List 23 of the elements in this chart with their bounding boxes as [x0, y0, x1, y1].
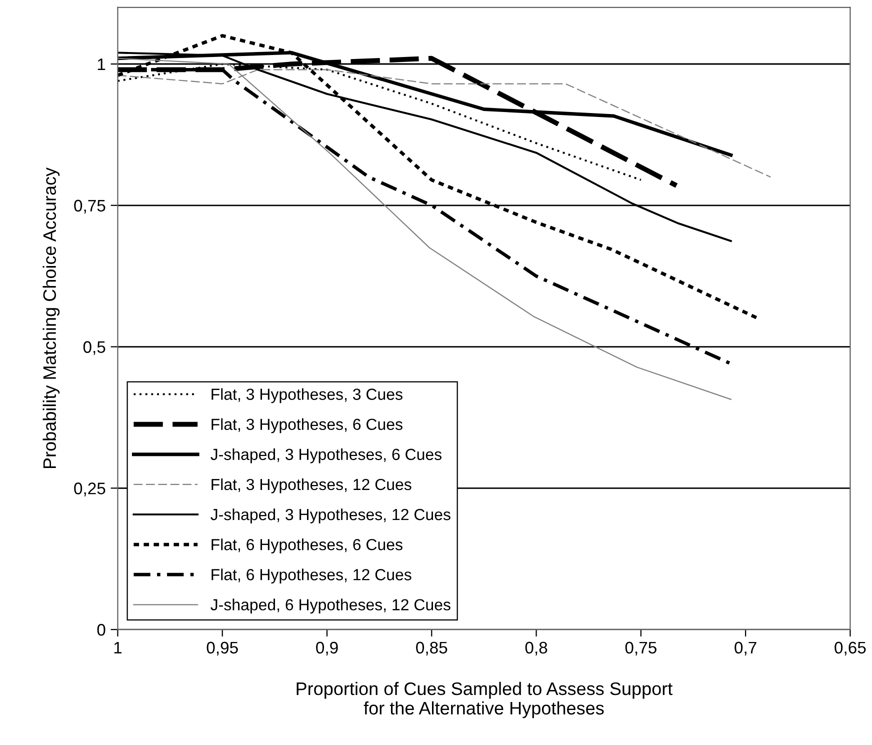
y-tick-label: 0,75: [74, 200, 106, 214]
x-tick-label: 1: [114, 642, 122, 654]
y-tick-label: 1: [98, 58, 106, 70]
x-tick-label: 0,85: [416, 642, 448, 656]
legend-label: Flat, 3 Hypotheses, 3 Cues: [212, 388, 402, 404]
y-tick-label: 0,5: [83, 341, 106, 355]
legend-label: Flat, 6 Hypotheses, 6 Cues: [212, 538, 402, 554]
y-tick-label: 0,25: [74, 482, 106, 496]
x-tick-label: 0,95: [206, 642, 238, 656]
y-axis-title: Probability Matching Choice Accuracy: [42, 167, 60, 468]
x-tick-label: 0,65: [834, 642, 866, 656]
x-tick-label: 0,75: [625, 642, 656, 656]
x-tick-label: 0,9: [316, 642, 338, 656]
legend-label: J-shaped, 3 Hypotheses, 12 Cues: [210, 508, 450, 524]
x-axis-title: Proportion of Cues Sampled to Assess Support for the Alternative Hypotheses: [296, 682, 673, 718]
x-tick-label: 0,8: [525, 642, 548, 656]
legend-label: J-shaped, 6 Hypotheses, 12 Cues: [210, 598, 450, 614]
x-tick-label: 0,7: [734, 642, 756, 656]
y-tick-label: 0: [97, 624, 106, 636]
legend-label: J-shaped, 3 Hypotheses, 6 Cues: [210, 448, 442, 464]
legend-label: Flat, 3 Hypotheses, 12 Cues: [212, 478, 412, 494]
legend-label: Flat, 3 Hypotheses, 6 Cues: [212, 418, 402, 434]
legend-label: Flat, 6 Hypotheses, 12 Cues: [212, 568, 412, 584]
